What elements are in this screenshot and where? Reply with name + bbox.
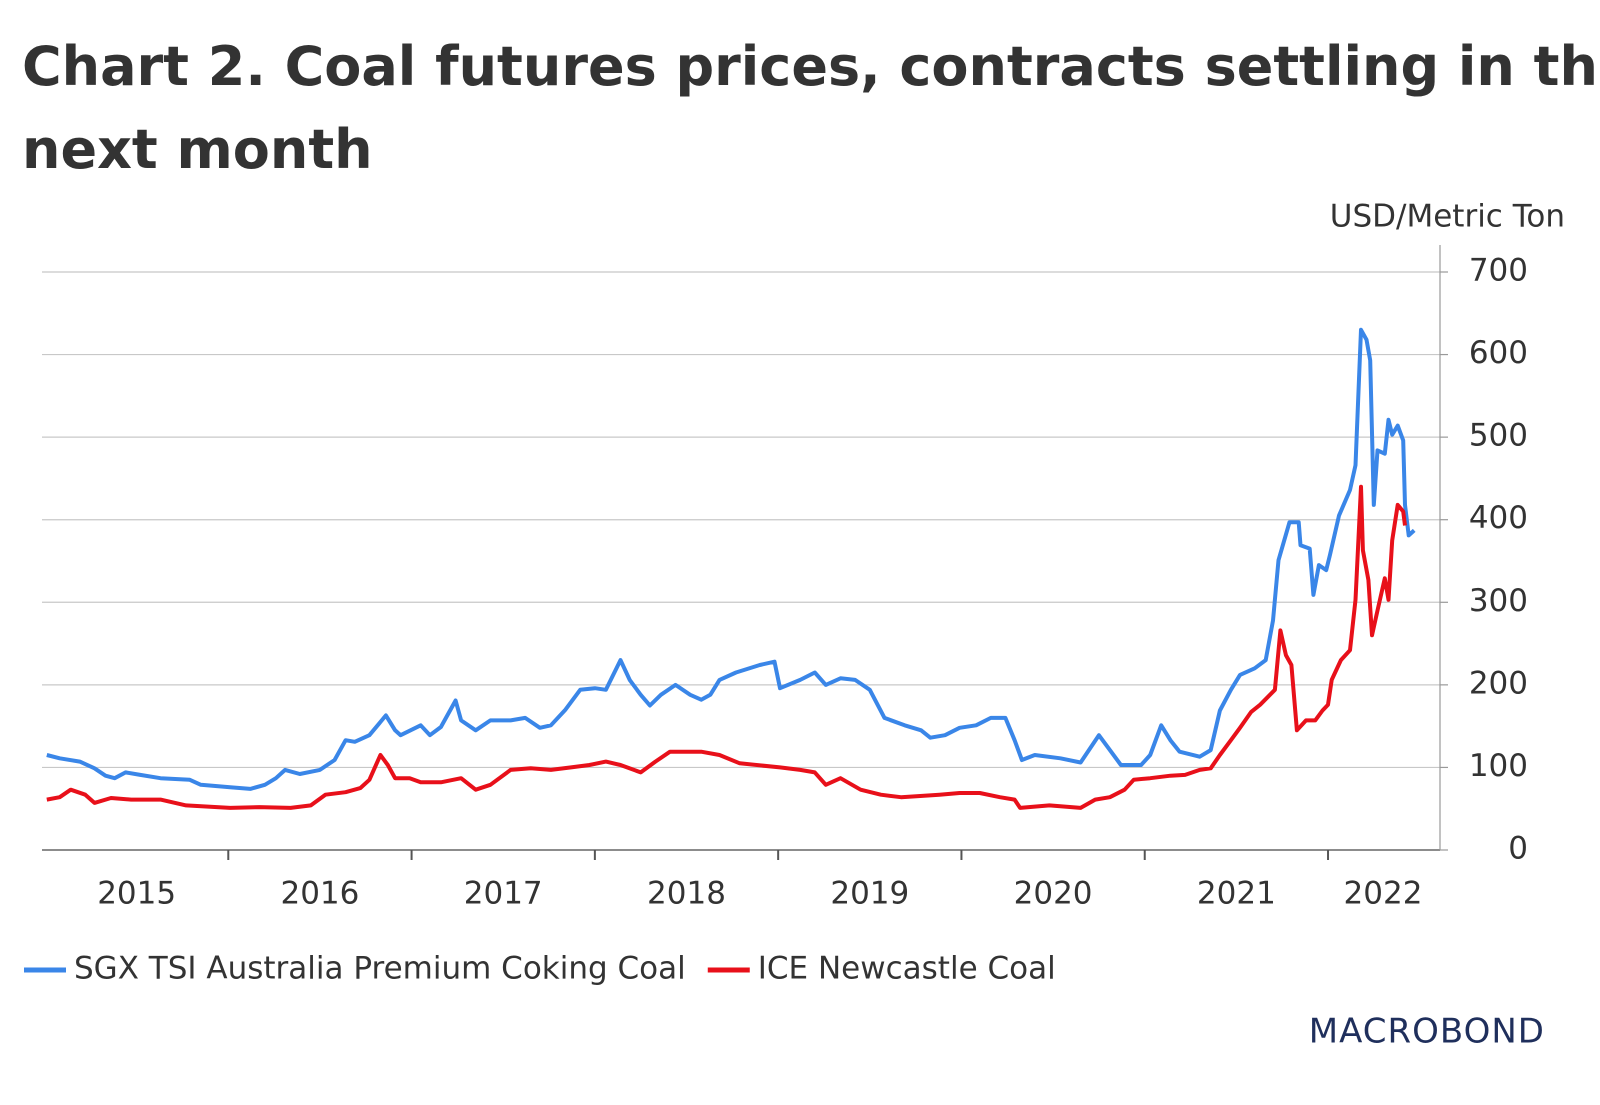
y-tick-label: 600 [1469,335,1528,371]
y-axis-label: USD/Metric Ton [1330,199,1565,235]
series-line [46,327,1416,791]
legend-item: SGX TSI Australia Premium Coking Coal [24,951,686,987]
x-tick-label: 2015 [97,876,176,912]
x-tick-label: 2019 [830,876,909,912]
y-tick-label: 100 [1469,748,1528,784]
y-tick-label: 700 [1469,253,1528,289]
chart-title: Chart 2. Coal futures prices, contracts … [22,35,1600,181]
x-tick-label: 2021 [1197,876,1276,912]
legend-item: ICE Newcastle Coal [707,951,1056,987]
series-line [46,484,1407,810]
watermark: MACROBOND [1309,1012,1545,1052]
legend-label: SGX TSI Australia Premium Coking Coal [74,951,686,987]
y-tick-label: 500 [1469,418,1528,454]
y-tick-label: 200 [1469,665,1528,701]
x-tick-label: 2020 [1014,876,1093,912]
y-tick-label: 400 [1469,500,1528,536]
y-tick-label: 300 [1469,583,1528,619]
y-tick-label: 0 [1508,831,1528,867]
x-tick-label: 2016 [280,876,359,912]
x-tick-label: 2017 [464,876,543,912]
x-tick-label: 2018 [647,876,726,912]
legend-label: ICE Newcastle Coal [758,951,1056,987]
x-tick-label: 2022 [1344,876,1423,912]
